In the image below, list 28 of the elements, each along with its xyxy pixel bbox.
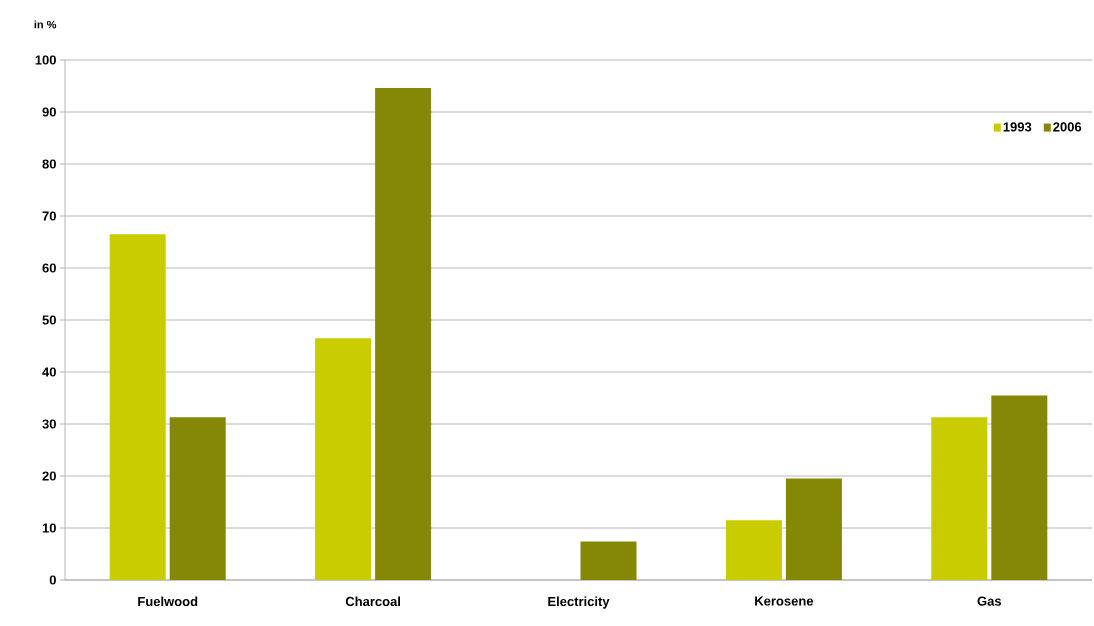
- bar: [991, 395, 1048, 580]
- bar: [580, 541, 637, 580]
- y-tick-label: 10: [42, 523, 56, 533]
- y-axis-title: in %: [34, 20, 57, 29]
- y-tick-label: 60: [42, 263, 56, 273]
- bar: [725, 520, 782, 580]
- y-tick-label: 20: [42, 471, 56, 481]
- bar: [109, 234, 166, 580]
- x-tick-label: Gas: [977, 596, 1002, 606]
- bar: [169, 417, 226, 580]
- bar: [375, 88, 432, 580]
- legend-label: 2006: [1053, 122, 1082, 132]
- x-tick-label: Kerosene: [755, 596, 814, 606]
- bar: [931, 417, 988, 580]
- x-tick-label: Electricity: [548, 596, 610, 609]
- x-tick-label: Fuelwood: [138, 596, 198, 607]
- bar: [785, 478, 842, 580]
- y-tick-label: 100: [35, 55, 56, 65]
- y-tick-label: 70: [42, 211, 56, 221]
- y-tick-label: 80: [42, 159, 56, 169]
- y-tick-label: 40: [42, 367, 56, 377]
- legend-label: 1993: [1003, 122, 1032, 132]
- x-tick-label: Charcoal: [345, 596, 400, 607]
- bar: [315, 338, 372, 580]
- y-tick-label: 0: [49, 575, 56, 585]
- y-tick-label: 90: [42, 107, 56, 117]
- y-tick-label: 30: [42, 419, 56, 429]
- y-tick-label: 50: [42, 315, 56, 325]
